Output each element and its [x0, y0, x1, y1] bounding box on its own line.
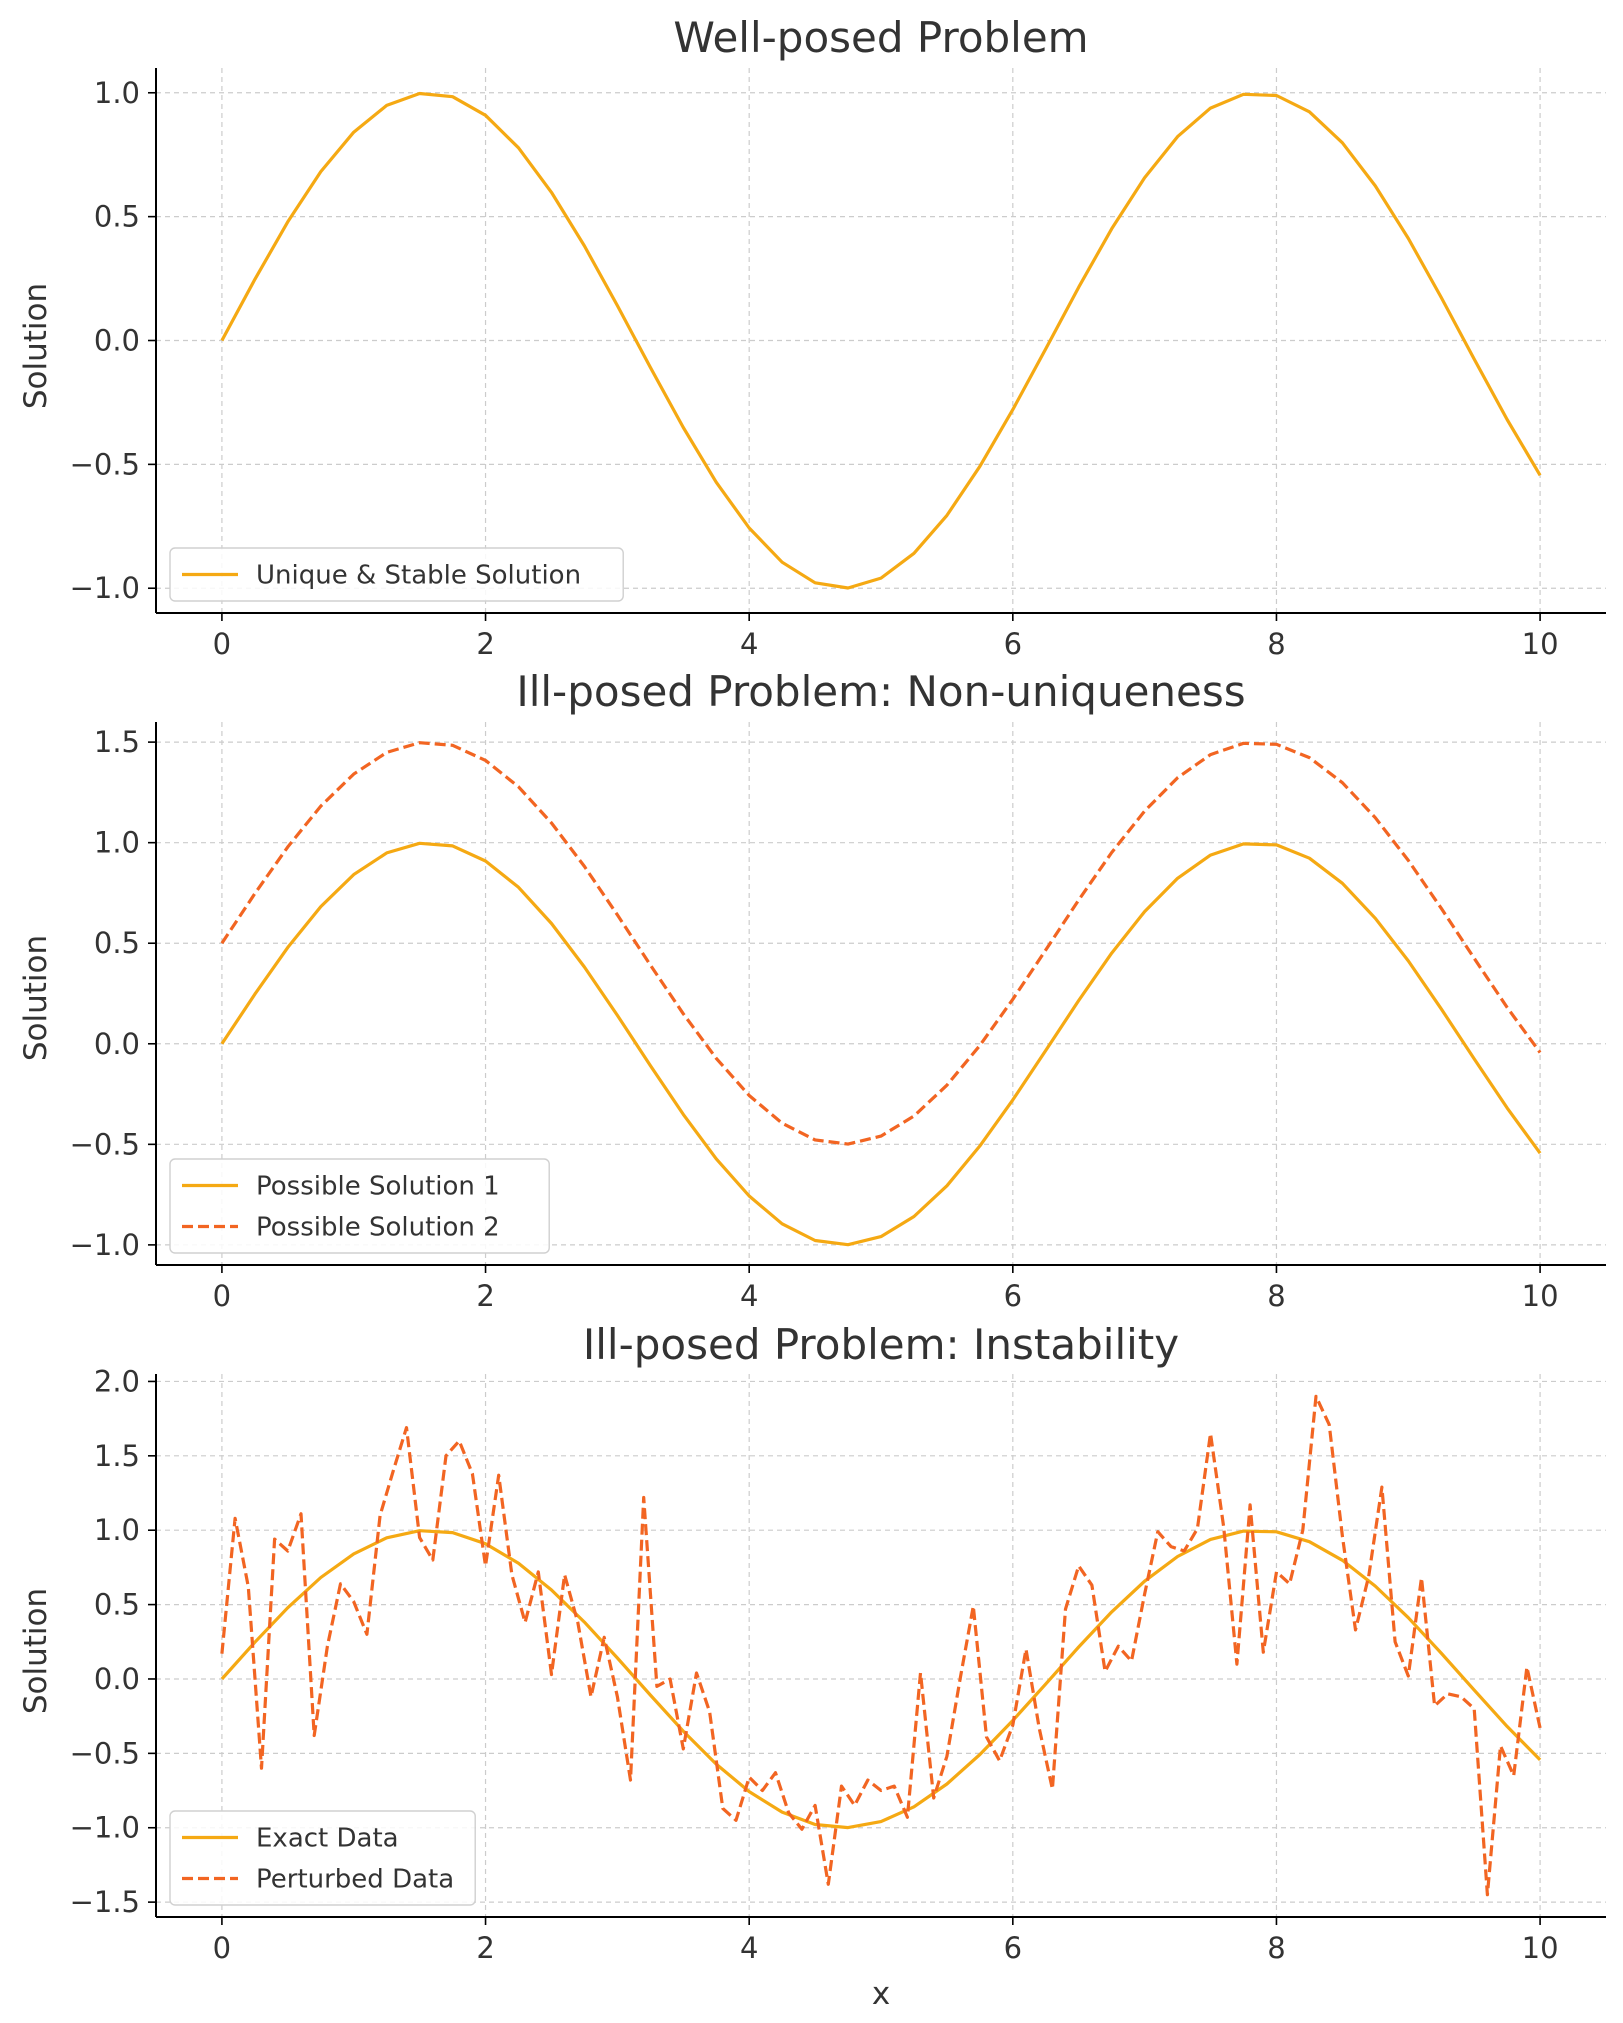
- legend-label: Possible Solution 2: [256, 1213, 500, 1243]
- legend-label: Perturbed Data: [256, 1865, 454, 1895]
- y-tick-label: 0.5: [94, 926, 140, 960]
- x-tick-label: 6: [1004, 1279, 1022, 1313]
- x-tick-label: 6: [1004, 627, 1022, 661]
- y-tick-label: 0.0: [94, 1027, 140, 1061]
- x-tick-label: 10: [1522, 627, 1559, 661]
- plot-area: 0 2 4 6 8 10 1.5 1.0 0.5 0.0 −0.5 −1.0 Possible Solu…: [70, 722, 1606, 1313]
- y-tick-label: 0.0: [94, 1662, 140, 1696]
- legend-label: Exact Data: [256, 1824, 399, 1854]
- y-tick-label: 1.5: [94, 1439, 140, 1473]
- y-tick-label: 1.0: [94, 1513, 140, 1547]
- series-line-2: [220, 1394, 1542, 1897]
- x-tick-label: 8: [1267, 627, 1285, 661]
- legend-box: [169, 547, 624, 602]
- legend-label: Possible Solution 1: [256, 1172, 500, 1202]
- x-tick-label: 4: [740, 1279, 758, 1313]
- y-tick-label: −0.5: [70, 447, 140, 481]
- x-tick-label: 0: [213, 1279, 231, 1313]
- x-tick-label: 4: [740, 627, 758, 661]
- y-tick-label: 0.5: [94, 1588, 140, 1622]
- plot-area: 0 2 4 6 8 10 2.0 1.5 1.0 0.5 0.0 −0.5 −1.0 −1.5 Exact …: [70, 1364, 1606, 1965]
- panel-title: Ill-posed Problem: Non-uniqueness: [516, 667, 1245, 716]
- y-tick-label: −0.5: [70, 1736, 140, 1770]
- y-tick-label: −0.5: [70, 1127, 140, 1161]
- series-line-2: [220, 741, 1542, 1146]
- legend: Exact Data Perturbed Data: [169, 1810, 476, 1906]
- y-axis-label: Solution: [18, 1588, 54, 1714]
- series-line-1: [220, 841, 1542, 1247]
- y-axis-label: Solution: [18, 935, 54, 1061]
- y-tick-label: −1.0: [70, 1228, 140, 1262]
- x-tick-label: 8: [1267, 1931, 1285, 1965]
- x-tick-label: 10: [1522, 1931, 1559, 1965]
- x-tick-label: 0: [213, 627, 231, 661]
- series-line-1: [220, 91, 1542, 590]
- legend-label: Unique & Stable Solution: [256, 561, 581, 591]
- panel-title: Well-posed Problem: [673, 13, 1088, 62]
- y-tick-label: −1.0: [70, 571, 140, 605]
- y-tick-label: 1.5: [94, 725, 140, 759]
- x-tick-label: 6: [1004, 1931, 1022, 1965]
- x-axis-label: x: [872, 1976, 890, 2012]
- y-tick-label: −1.0: [70, 1811, 140, 1845]
- panel-title: Ill-posed Problem: Instability: [583, 1320, 1179, 1369]
- x-tick-label: 4: [740, 1931, 758, 1965]
- legend-box: [169, 1158, 550, 1254]
- panel-non-uniqueness: Ill-posed Problem: Non-uniqueness Soluti…: [18, 667, 1606, 1313]
- x-tick-label: 0: [213, 1931, 231, 1965]
- x-tick-label: 2: [476, 1279, 494, 1313]
- y-tick-label: 1.0: [94, 826, 140, 860]
- legend: Unique & Stable Solution: [169, 547, 624, 602]
- panel-instability: Ill-posed Problem: Instability Solution …: [18, 1320, 1606, 2012]
- y-tick-label: 2.0: [94, 1364, 140, 1398]
- y-tick-label: −1.5: [70, 1885, 140, 1919]
- y-axis-label: Solution: [18, 283, 54, 409]
- panel-well-posed: Well-posed Problem Solution 0 2 4 6 8 10 1.0 0.…: [18, 13, 1606, 661]
- plot-area: 0 2 4 6 8 10 1.0 0.5 0.0 −0.5 −1.0 Unique & Stable …: [70, 68, 1606, 661]
- legend: Possible Solution 1 Possible Solution 2: [169, 1158, 550, 1254]
- y-tick-label: 1.0: [94, 76, 140, 110]
- x-tick-label: 8: [1267, 1279, 1285, 1313]
- series-line-1: [220, 1529, 1542, 1830]
- x-tick-label: 2: [476, 1931, 494, 1965]
- x-tick-label: 2: [476, 627, 494, 661]
- y-tick-label: 0.0: [94, 324, 140, 358]
- x-tick-label: 10: [1522, 1279, 1559, 1313]
- y-tick-label: 0.5: [94, 200, 140, 234]
- legend-box: [169, 1810, 476, 1906]
